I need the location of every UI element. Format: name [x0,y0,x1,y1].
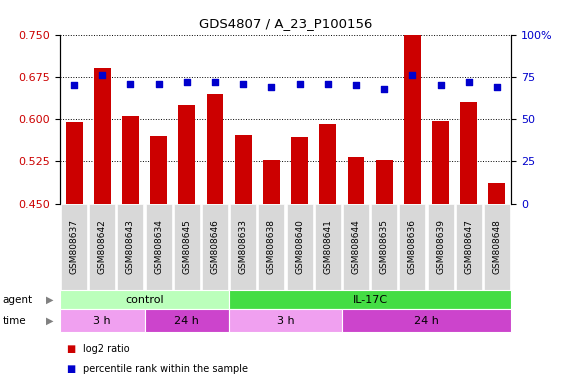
Bar [263,160,280,204]
Point [351,82,360,88]
Text: ■: ■ [66,364,75,374]
Text: GSM808648: GSM808648 [492,219,501,274]
Text: ▶: ▶ [46,316,54,326]
Bar [150,136,167,204]
Text: GSM808640: GSM808640 [295,219,304,274]
Text: 24 h: 24 h [414,316,439,326]
Bar [376,160,393,204]
Text: GSM808646: GSM808646 [211,219,219,274]
Text: GSM808647: GSM808647 [464,219,473,274]
Point [323,81,332,87]
Point [154,81,163,87]
Point [182,79,191,85]
Bar [122,116,139,204]
Text: GSM808636: GSM808636 [408,219,417,274]
Bar [460,102,477,204]
Text: ■: ■ [66,344,75,354]
Bar [66,122,83,204]
Point [239,81,248,87]
Bar [404,35,421,204]
Bar [94,68,111,204]
Bar [235,135,252,204]
Text: GSM808633: GSM808633 [239,219,248,274]
Text: GDS4807 / A_23_P100156: GDS4807 / A_23_P100156 [199,17,372,30]
Bar [291,137,308,204]
Point [408,72,417,78]
Bar [207,94,223,204]
Text: GSM808637: GSM808637 [70,219,79,274]
Text: percentile rank within the sample: percentile rank within the sample [83,364,248,374]
Point [492,84,501,90]
Text: log2 ratio: log2 ratio [83,344,130,354]
Text: GSM808645: GSM808645 [182,219,191,274]
Text: control: control [125,295,164,305]
Text: GSM808639: GSM808639 [436,219,445,274]
Text: time: time [3,316,26,326]
Point [295,81,304,87]
Text: GSM808634: GSM808634 [154,219,163,274]
Bar [319,124,336,204]
Point [464,79,473,85]
Bar [178,105,195,204]
Point [436,82,445,88]
Point [380,86,389,92]
Text: 3 h: 3 h [94,316,111,326]
Point [98,72,107,78]
Text: GSM808643: GSM808643 [126,219,135,274]
Point [70,82,79,88]
Text: 24 h: 24 h [174,316,199,326]
Point [211,79,220,85]
Point [267,84,276,90]
Text: GSM808644: GSM808644 [352,219,360,274]
Text: agent: agent [3,295,33,305]
Text: GSM808638: GSM808638 [267,219,276,274]
Bar [489,183,505,204]
Text: GSM808642: GSM808642 [98,219,107,274]
Text: IL-17C: IL-17C [352,295,388,305]
Text: GSM808641: GSM808641 [323,219,332,274]
Text: 3 h: 3 h [277,316,294,326]
Point [126,81,135,87]
Bar [432,121,449,204]
Text: ▶: ▶ [46,295,54,305]
Text: GSM808635: GSM808635 [380,219,389,274]
Bar [348,157,364,204]
